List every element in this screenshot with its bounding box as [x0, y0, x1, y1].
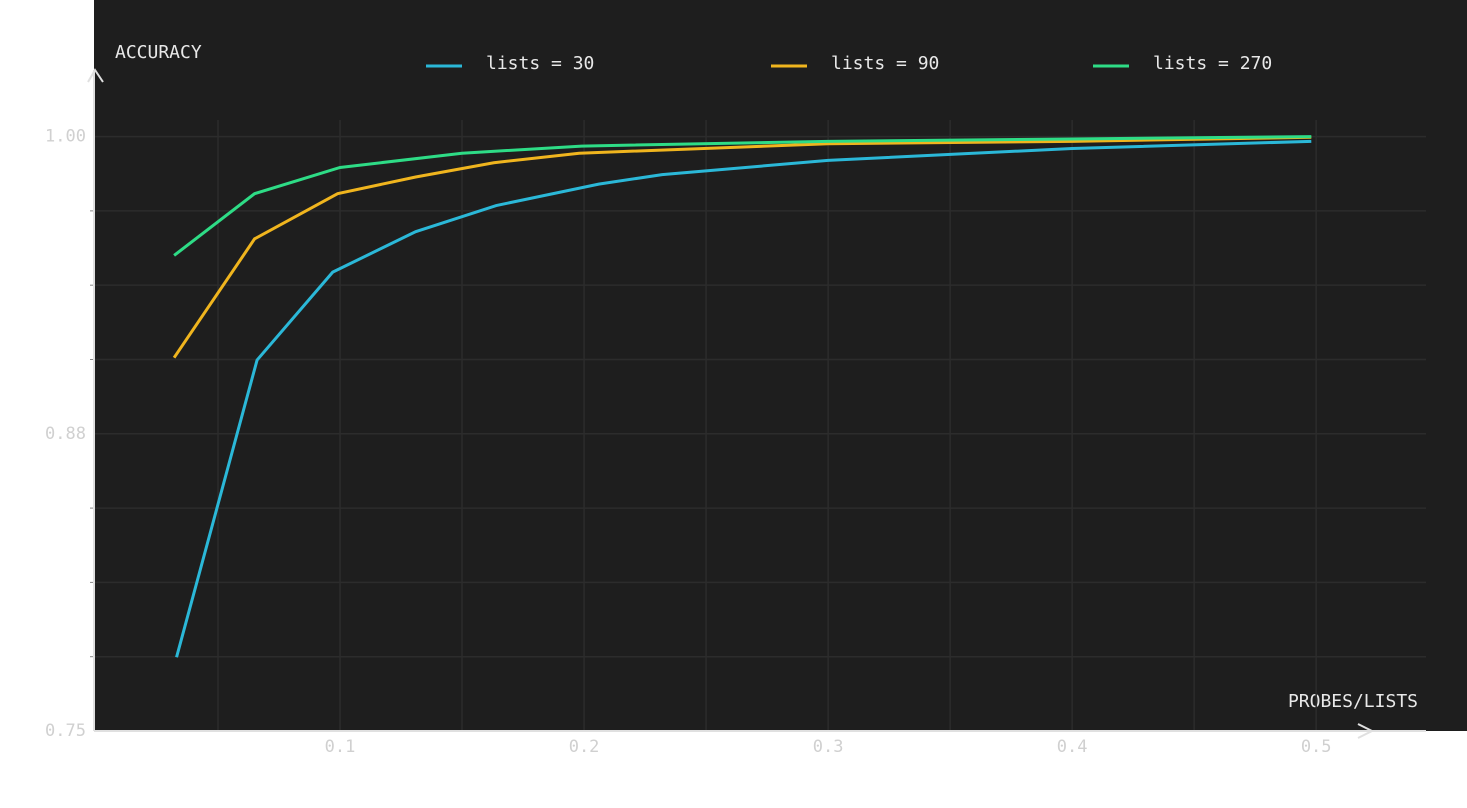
- y-tick-label: 0.88: [45, 424, 86, 444]
- y-tick-label: 1.00: [45, 127, 86, 147]
- x-axis-title: PROBES/LISTS: [1288, 691, 1418, 712]
- x-arrow: [1357, 723, 1375, 739]
- series-line: [173, 135, 1312, 257]
- legend-label: lists = 90: [831, 53, 939, 74]
- x-tick-label: 0.3: [813, 737, 844, 757]
- x-tick-label: 0.1: [325, 737, 356, 757]
- x-tick-label: 0.2: [569, 737, 600, 757]
- y-tick-label: 0.75: [45, 721, 86, 741]
- series-line: [175, 139, 1312, 658]
- x-tick-label: 0.4: [1057, 737, 1088, 757]
- legend-label: lists = 30: [486, 53, 594, 74]
- y-arrow: [87, 68, 104, 83]
- series-line: [172, 135, 1312, 359]
- y-axis-title: ACCURACY: [115, 42, 202, 63]
- plot-background: [94, 0, 1467, 731]
- x-tick-label: 0.5: [1301, 737, 1332, 757]
- legend-label: lists = 270: [1153, 53, 1272, 74]
